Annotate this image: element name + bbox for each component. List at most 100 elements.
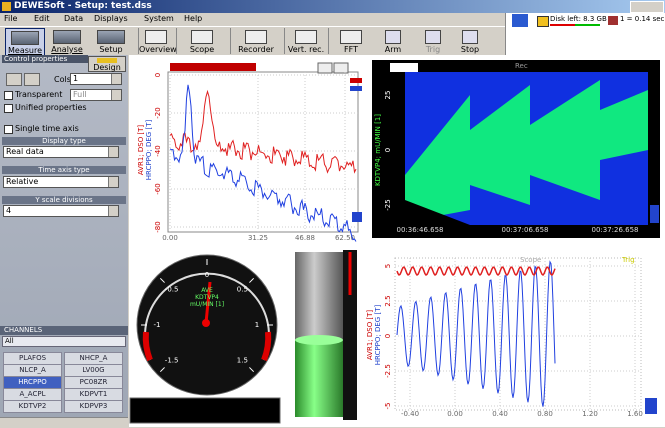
gauge-mode: AVE xyxy=(201,287,213,294)
window-buttons[interactable] xyxy=(630,1,664,13)
time-axis-select[interactable]: Relative xyxy=(3,176,119,188)
y-tick-label: 0 xyxy=(384,148,392,152)
time-scale: 1 = 0.14 sec xyxy=(620,15,665,23)
gauge-tick xyxy=(249,367,255,373)
scope-button[interactable] xyxy=(645,398,657,414)
action-button[interactable]: Arm xyxy=(378,28,408,54)
y-tick-label: 5 xyxy=(384,264,392,268)
cols-select[interactable]: 1 xyxy=(70,73,122,85)
mode-label: Measure xyxy=(8,46,42,55)
mode-button[interactable]: Setup xyxy=(92,28,130,54)
gauge-tick-label: 1.5 xyxy=(237,356,248,364)
h-scrollbar[interactable] xyxy=(0,417,128,428)
channels-filter[interactable]: All xyxy=(2,336,126,347)
menu-item[interactable]: Help xyxy=(184,14,203,23)
design-label: Design xyxy=(93,63,121,72)
display-label: Vert. rec. xyxy=(287,45,325,54)
gauge-scale xyxy=(144,272,270,361)
mode-button[interactable]: Analyse xyxy=(48,28,86,54)
scope-plot xyxy=(394,257,642,411)
menu-item[interactable]: Displays xyxy=(94,14,128,23)
gauge-tick xyxy=(249,277,255,283)
x-tick-label: 1.60 xyxy=(627,410,643,418)
fft-header xyxy=(170,63,256,71)
gauge-tick xyxy=(159,277,165,283)
channel-button[interactable]: KDTVP2 xyxy=(3,400,62,413)
legend-red xyxy=(350,78,362,83)
snowflake-icon[interactable] xyxy=(512,14,528,27)
trigger-label: Trig xyxy=(621,256,635,264)
action-label: Arm xyxy=(384,45,402,54)
menu-item[interactable]: Data xyxy=(64,14,84,23)
toolbar: Measure Analyse Setup Overview Scope Recorder… xyxy=(0,26,505,56)
gauge-red-high xyxy=(261,331,272,362)
display-button[interactable]: Overview xyxy=(138,28,177,54)
digital-meter xyxy=(129,397,281,424)
mode-label: Setup xyxy=(99,45,123,54)
axis-label: HRCPPO; DEG [T] xyxy=(374,305,382,366)
y-div-select[interactable]: 4 xyxy=(3,205,119,217)
x-tick-label: 0.80 xyxy=(537,410,553,418)
y-tick-label: 0 xyxy=(154,73,162,77)
action-label: Trig xyxy=(425,45,441,54)
display-label: Scope xyxy=(189,45,215,54)
x-tick-label: 00:36:46.658 xyxy=(396,226,443,234)
axis-label: AVR1; DSO [T] xyxy=(137,125,145,176)
recorder-box xyxy=(390,63,418,72)
single-time-check[interactable] xyxy=(4,125,13,134)
channel-button[interactable]: KDPVP3 xyxy=(64,400,123,413)
gauge-needle xyxy=(204,281,212,324)
display-type-header: Display type xyxy=(2,137,126,145)
y-tick-label: -2.5 xyxy=(384,364,392,378)
disk-bar xyxy=(550,24,600,26)
transparent-label: Transparent xyxy=(15,90,63,99)
y-tick-label: -40 xyxy=(154,145,162,156)
channels-header: CHANNELS xyxy=(0,326,128,335)
arrow-right[interactable] xyxy=(24,73,40,86)
window-title: DEWESoft - Setup: test.dss xyxy=(14,1,152,11)
recorder-button[interactable] xyxy=(650,205,659,223)
gauge-tick-label: -0.5 xyxy=(165,286,179,294)
menu-item[interactable]: System xyxy=(144,14,174,23)
arrow-left[interactable] xyxy=(6,73,22,86)
y-div-header: Y scale divisions xyxy=(2,196,126,204)
gauge-tick-label: -1 xyxy=(154,321,161,329)
display-label: Overview xyxy=(139,45,177,54)
unified-label: Unified properties xyxy=(15,103,87,112)
mode-button[interactable]: Measure xyxy=(5,28,45,56)
gauge-tick-label: 1 xyxy=(255,321,259,329)
display-label: Recorder xyxy=(238,45,274,54)
fft-button[interactable] xyxy=(352,212,362,222)
y-tick-label: 2.5 xyxy=(384,295,392,306)
zoom-tool[interactable] xyxy=(333,62,349,74)
gauge-tick-label: 0 xyxy=(205,271,209,279)
x-tick-label: 46.88 xyxy=(295,234,315,242)
display-button[interactable]: FFT xyxy=(328,28,373,54)
cols-label: Cols xyxy=(54,75,71,84)
menu-item[interactable]: File xyxy=(4,14,18,23)
recorder-gap xyxy=(405,200,470,225)
time-axis-header: Time axis type xyxy=(2,166,126,174)
gauge-red-low xyxy=(142,331,153,362)
action-button[interactable]: Stop xyxy=(455,28,485,54)
display-button[interactable]: Scope xyxy=(176,28,227,54)
gauge-tick-label: -1.5 xyxy=(165,356,179,364)
action-button[interactable]: Trig xyxy=(418,28,448,54)
transparent-select[interactable]: Full xyxy=(70,89,122,101)
cursor-tool[interactable] xyxy=(317,62,333,74)
display-button[interactable]: Recorder xyxy=(230,28,281,54)
axis-label: KDTVP4; mU/MIN [1] xyxy=(374,114,382,186)
x-tick-label: 0.40 xyxy=(492,410,508,418)
axis-label: HRCPPO; DEG [T] xyxy=(145,120,153,181)
transparent-check[interactable] xyxy=(4,91,13,100)
unified-check[interactable] xyxy=(4,104,13,113)
design-button[interactable]: Design xyxy=(88,56,126,72)
disk-left: Disk left: 8.3 GB xyxy=(550,15,607,23)
menu-item[interactable]: Edit xyxy=(34,14,50,23)
gauge-channel: KDTVP4 xyxy=(195,294,219,301)
display-type-select[interactable]: Real data xyxy=(3,146,119,158)
display-button[interactable]: Vert. rec. xyxy=(284,28,327,54)
y-tick-label: 25 xyxy=(384,91,392,100)
